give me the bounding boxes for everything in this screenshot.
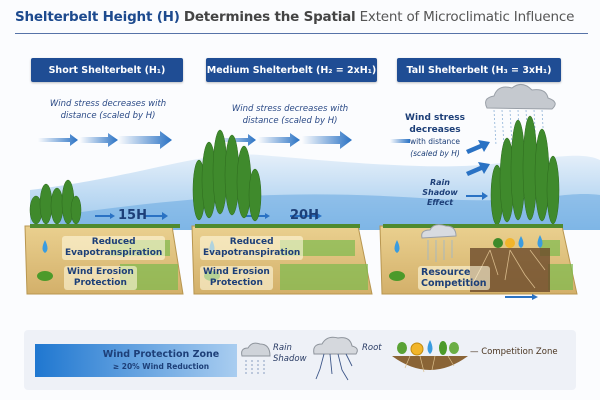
header-short-shelterbelt: Short Shelterbelt (H₁) [31, 58, 183, 82]
erosion-label-medium: Wind Erosion Protection [200, 266, 273, 290]
wind-arrow-tall-c [466, 162, 490, 176]
resource-competition-label: Resource Competition [418, 266, 490, 290]
label-line: Protection [209, 278, 263, 288]
page-title: Shelterbelt Height (H) Determines the Sp… [15, 9, 574, 25]
legend-root-label: Root [362, 343, 382, 353]
wind-text-line: distance (scaled by H) [242, 116, 338, 126]
tree-group-medium [192, 129, 262, 222]
reduced-et-label-short: Reduced Evapotranspiration [62, 236, 166, 260]
wind-text-line: distance (scaled by H) [60, 111, 156, 121]
root-icon [313, 336, 358, 381]
legend-zone-subtitle: ≥ 20% Wind Reduction [112, 361, 210, 371]
label-line: Competition [421, 278, 487, 289]
rain-shadow-icon [241, 342, 271, 374]
label-line: Shadow [273, 354, 307, 364]
wind-arrow-tall-a [390, 139, 410, 143]
title-part-2: Determines the Spatial [183, 9, 356, 25]
distance-label-medium: 20H [290, 208, 319, 223]
wind-stress-text-tall: Wind stress decreases with distance (sca… [405, 112, 465, 160]
title-part-3: Extent of Microclimatic Influence [359, 9, 575, 25]
legend-rain-shadow-label: Rain Shadow [273, 343, 307, 365]
wind-arrow-tall-b [466, 140, 490, 154]
wind-arrows-short [38, 131, 172, 149]
label-line: Evapotranspiration [203, 248, 301, 258]
competition-zone-icon [392, 340, 468, 373]
header-medium-shelterbelt: Medium Shelterbelt (H₂ = 2xH₁) [206, 58, 377, 82]
title-divider [15, 33, 588, 34]
label-line: Effect [426, 198, 454, 207]
label-line: Rain Shadow [422, 178, 458, 197]
distance-label-short: 15H [118, 208, 147, 223]
direction-arrow [505, 294, 538, 300]
wind-text-line: Wind stress [405, 113, 465, 123]
reduced-et-label-medium: Reduced Evapotranspiration [200, 236, 304, 260]
label-line: Wind Erosion [203, 267, 270, 277]
title-part-1: Shelterbelt Height (H) [15, 9, 180, 25]
label-line: Protection [73, 278, 127, 288]
legend-competition-zone-label: — Competition Zone [470, 347, 558, 357]
grass-strip-tall [383, 224, 563, 228]
legend-wind-protection-zone: Wind Protection Zone ≥ 20% Wind Reductio… [35, 344, 237, 377]
tree-group-tall [490, 115, 560, 226]
wind-text-line: with distance [409, 137, 461, 146]
label-line: Reduced [91, 237, 136, 247]
erosion-label-short: Wind Erosion Protection [64, 266, 137, 290]
crop-rows [110, 240, 573, 290]
label-line: Rain [273, 343, 292, 353]
wind-text-line: Wind stress decreases with [49, 99, 167, 109]
grass-strip-short [30, 224, 180, 228]
wind-stress-text-short: Wind stress decreases with distance (sca… [48, 98, 168, 122]
rain-shadow-effect-label: Rain Shadow Effect [412, 178, 468, 208]
wind-text-line: Wind stress decreases with [231, 104, 349, 114]
wind-text-line: (scaled by H) [410, 149, 460, 158]
tree-group-short [29, 179, 82, 225]
label-line: Reduced [229, 237, 274, 247]
label-line: Resource [421, 267, 471, 278]
header-tall-shelterbelt: Tall Shelterbelt (H₃ = 3xH₁) [397, 58, 561, 82]
label-line: Wind Erosion [67, 267, 134, 277]
wind-text-line: decreases [409, 125, 461, 135]
legend-zone-title: Wind Protection Zone [102, 348, 220, 360]
wind-stress-text-medium: Wind stress decreases with distance (sca… [230, 103, 350, 127]
label-line: Evapotranspiration [65, 248, 163, 258]
grass-strip-medium [195, 224, 360, 228]
